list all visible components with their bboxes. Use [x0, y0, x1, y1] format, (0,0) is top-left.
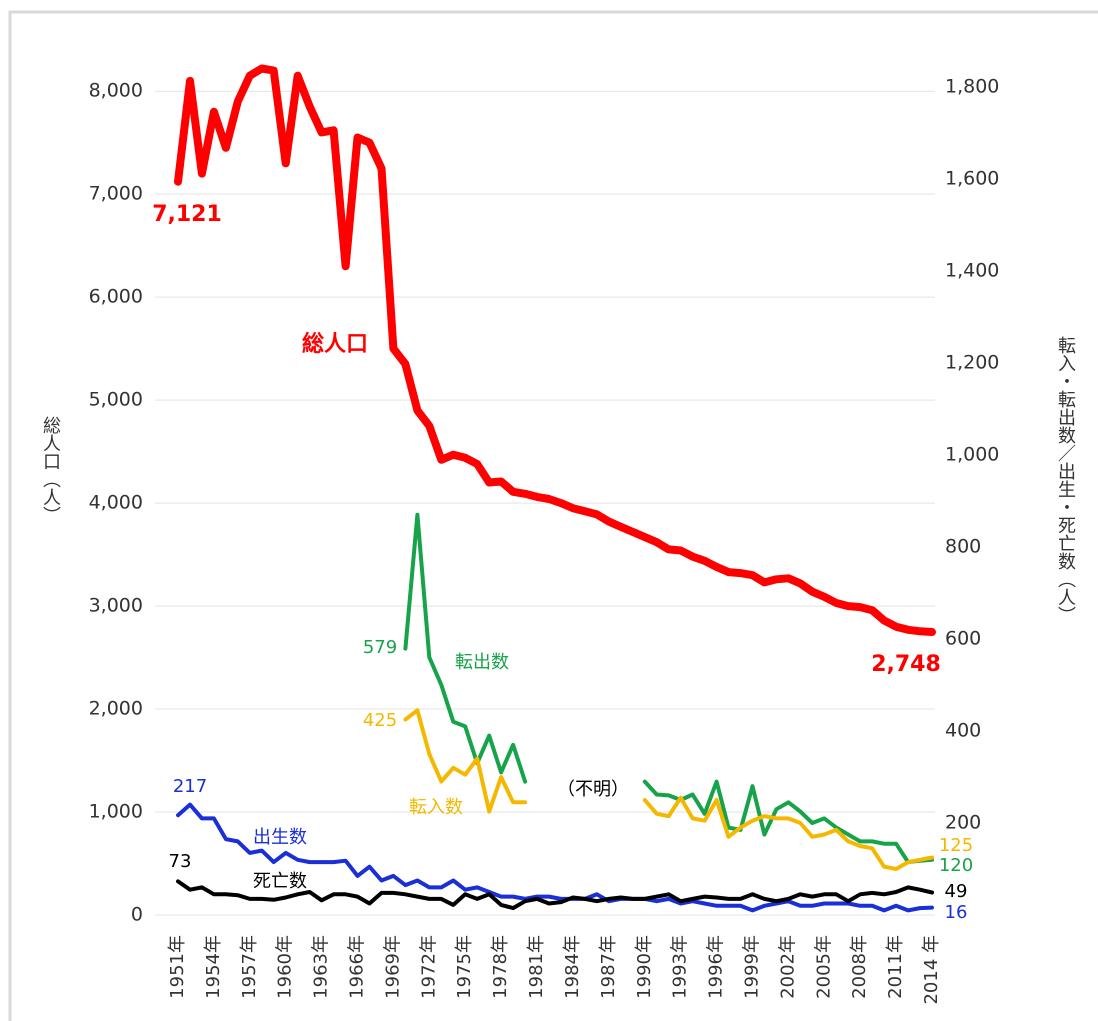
series-line: [403, 512, 934, 865]
y-tick-label: 3,000: [89, 595, 143, 617]
y-tick-label: 1,000: [89, 801, 143, 823]
series-label: 死亡数: [253, 871, 307, 892]
data-label: 73: [169, 851, 192, 872]
y2-tick-label: 1,200: [945, 351, 999, 373]
x-tick-label: 1987年: [598, 935, 619, 999]
x-tick-label: 2008年: [849, 935, 870, 999]
y2-tick-label: 600: [945, 627, 981, 649]
y-tick-label: 2,000: [89, 698, 143, 720]
series-line: [174, 64, 936, 636]
y2-axis-title: 転入・転出数／出生・死亡数（人）: [1055, 336, 1076, 624]
x-tick-label: 1975年: [454, 935, 475, 999]
x-tick-label: 1984年: [562, 935, 583, 999]
data-label: 125: [939, 835, 973, 856]
series-label: 転入数: [409, 797, 463, 818]
x-tick-label: 1954年: [203, 935, 224, 999]
y2-tick-label: 1,800: [945, 75, 999, 97]
x-tick-label: 2011年: [885, 935, 906, 999]
x-tick-label: 1999年: [741, 935, 762, 999]
y2-tick-label: 200: [945, 811, 981, 833]
x-tick-label: 2014 年: [921, 935, 942, 1005]
y2-tick-label: 1,600: [945, 167, 999, 189]
y2-tick-label: 800: [945, 535, 981, 557]
y-tick-label: 4,000: [89, 492, 143, 514]
series-line: [403, 708, 934, 871]
series-label: 総人口: [302, 331, 368, 357]
x-tick-label: 1981年: [526, 935, 547, 999]
x-tick-label: 1957年: [239, 935, 260, 999]
x-tick-label: 1993年: [670, 935, 691, 999]
x-tick-label: 1969年: [382, 935, 403, 999]
annotation: （不明）: [557, 779, 629, 800]
data-label: 16: [945, 902, 968, 923]
series-label: 転出数: [455, 652, 509, 673]
x-tick-label: 1966年: [347, 935, 368, 999]
data-label: 49: [945, 881, 968, 902]
series-line: [176, 879, 934, 911]
y-tick-label: 6,000: [89, 286, 143, 308]
data-label: 425: [363, 710, 397, 731]
data-label: 2,748: [871, 652, 941, 677]
data-label: 120: [939, 855, 973, 876]
x-tick-label: 1960年: [275, 935, 296, 999]
data-label: 7,121: [152, 202, 222, 227]
y2-tick-label: 400: [945, 719, 981, 741]
y2-tick-label: 1,400: [945, 259, 999, 281]
series-line: [176, 802, 934, 913]
x-tick-label: 1978年: [490, 935, 511, 999]
series-label: 出生数: [253, 827, 307, 848]
y-tick-label: 8,000: [89, 80, 143, 102]
x-tick-label: 2005年: [813, 935, 834, 999]
x-tick-label: 1996年: [706, 935, 727, 999]
x-tick-label: 1963年: [311, 935, 332, 999]
x-tick-label: 1990年: [634, 935, 655, 999]
data-label: 217: [173, 776, 207, 797]
y2-tick-label: 1,000: [945, 443, 999, 465]
x-tick-label: 2002年: [777, 935, 798, 999]
frame: [8, 10, 1098, 1021]
data-label: 579: [363, 637, 397, 658]
y-tick-label: 5,000: [89, 389, 143, 411]
y-tick-label: 0: [131, 904, 143, 926]
x-tick-label: 1951年: [167, 935, 188, 999]
y-axis-title: 総人口（人）: [40, 416, 61, 524]
x-tick-label: 1972年: [418, 935, 439, 999]
y-tick-label: 7,000: [89, 183, 143, 205]
